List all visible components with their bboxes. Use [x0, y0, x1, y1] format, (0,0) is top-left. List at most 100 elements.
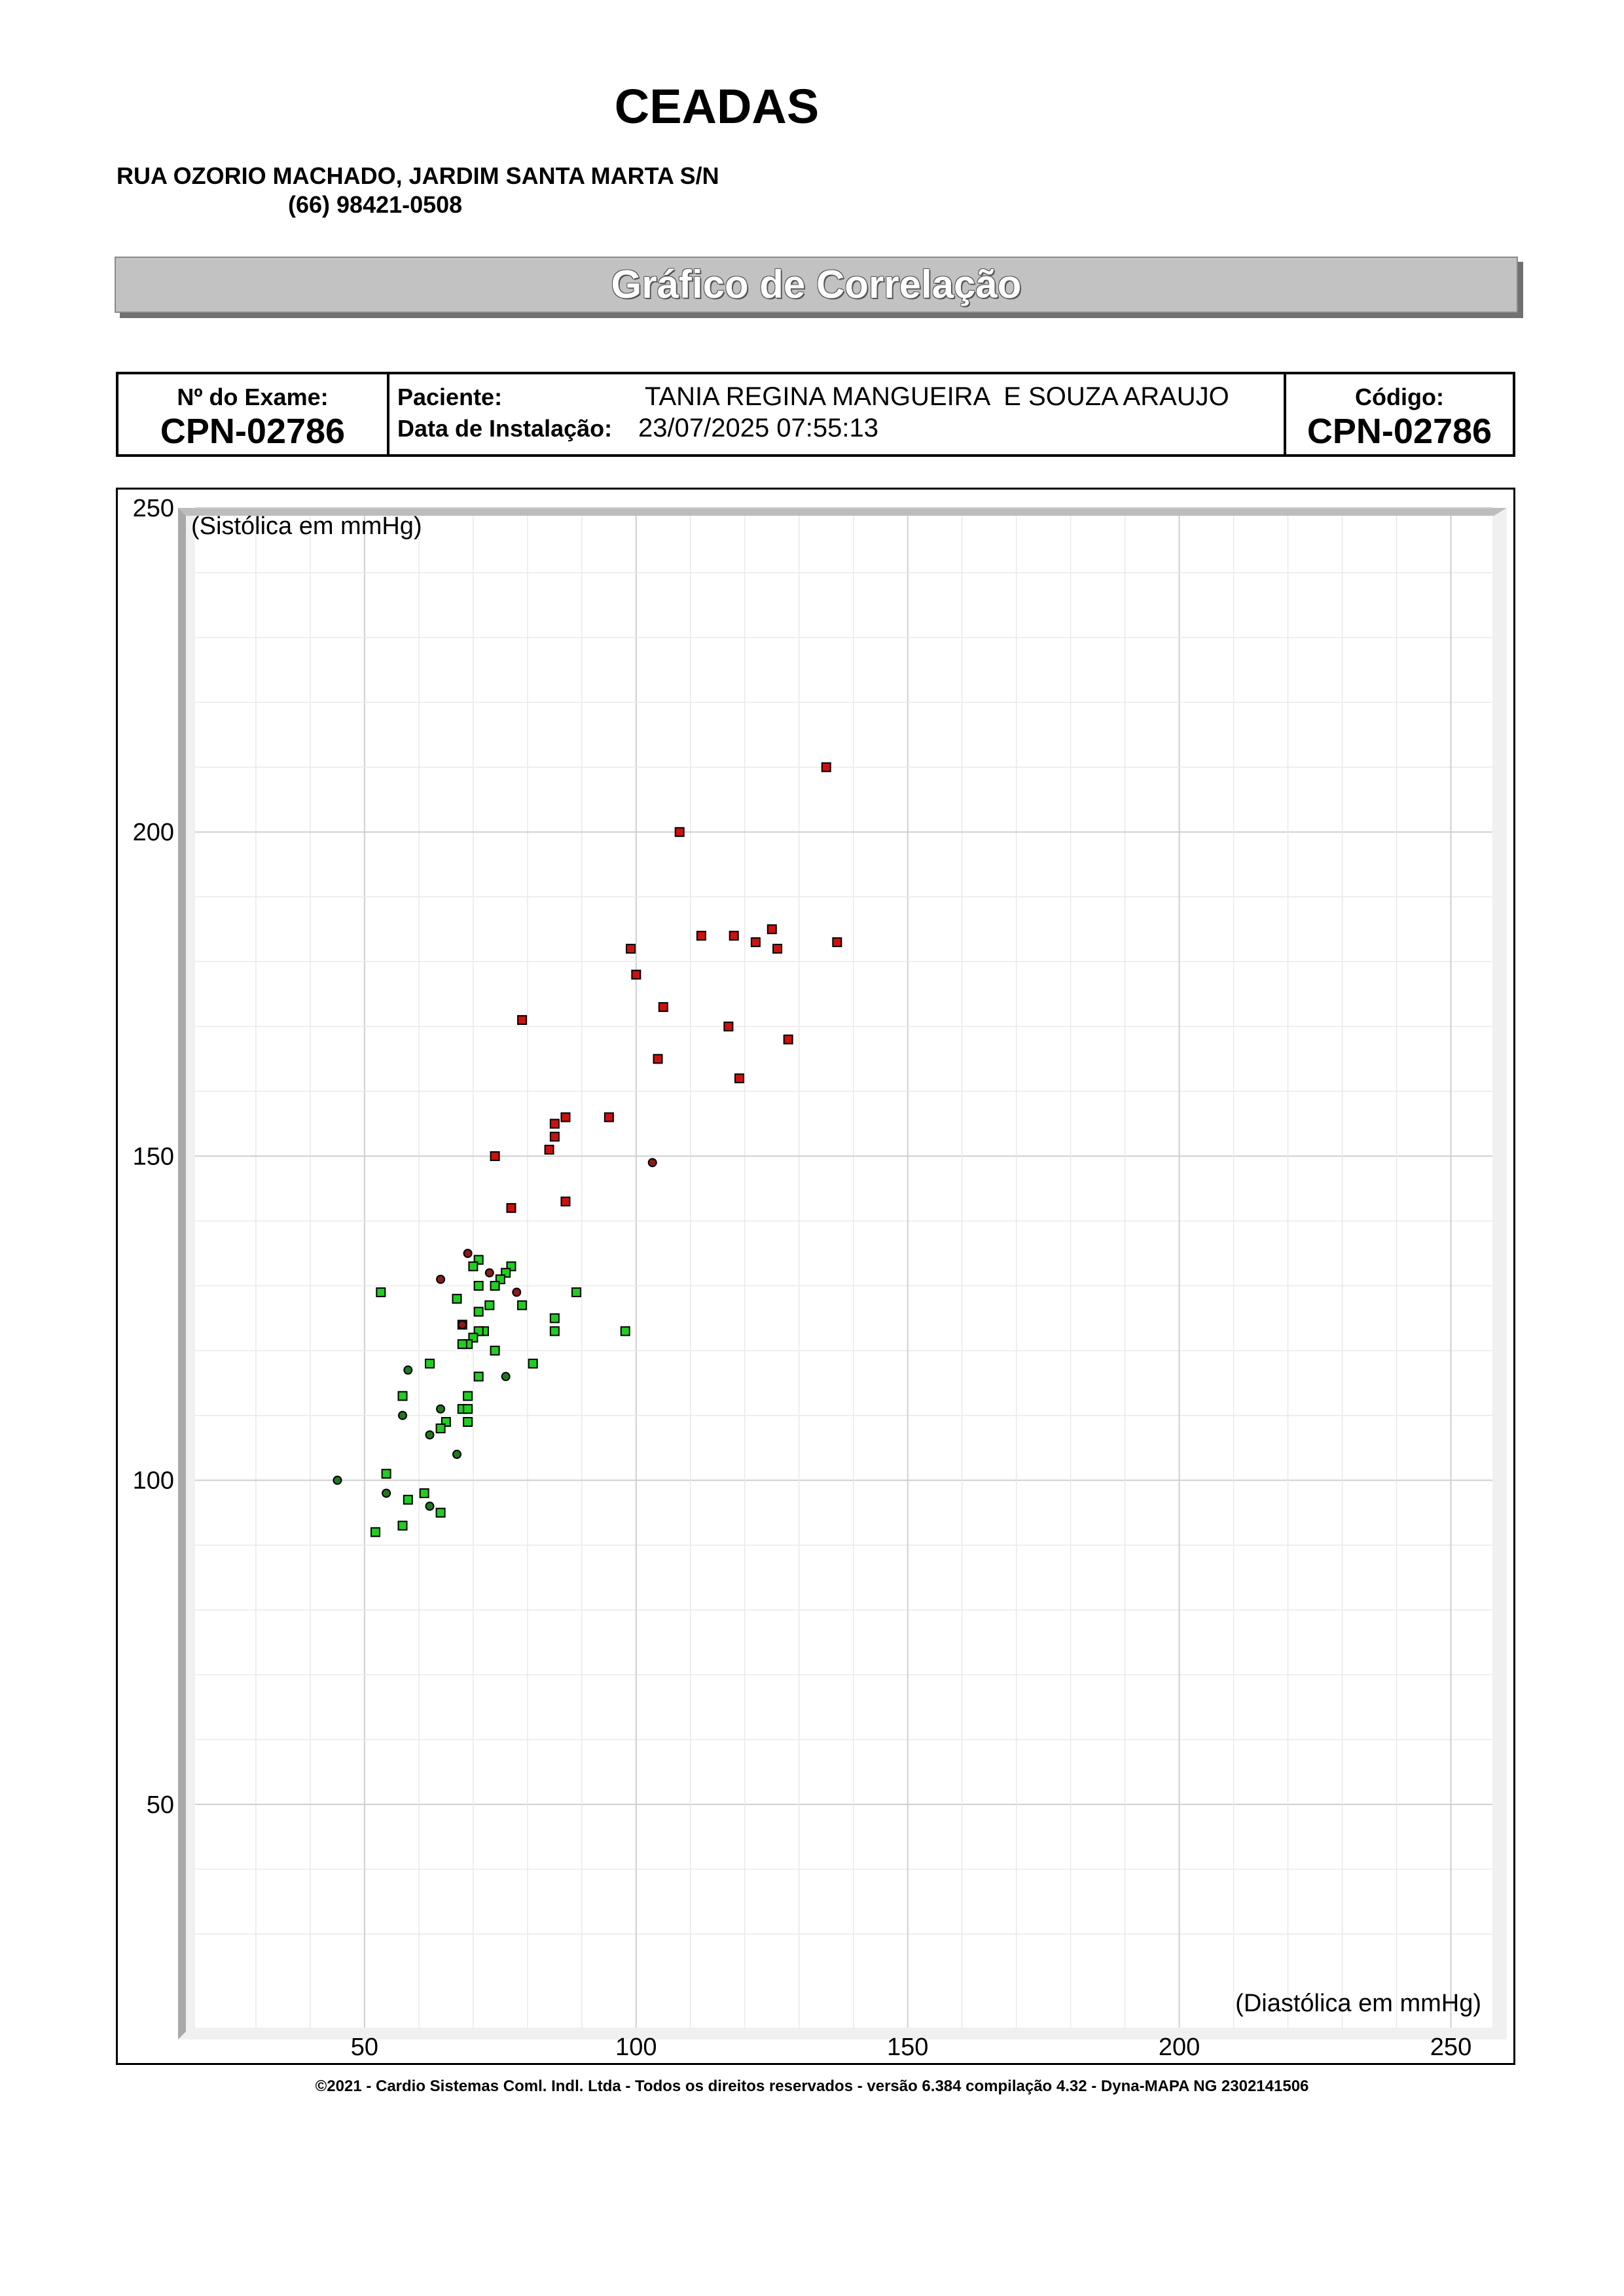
data-point-square: [653, 1054, 663, 1064]
data-point-square: [463, 1417, 473, 1427]
data-point-square: [560, 1112, 571, 1122]
y-tick-label: 150: [133, 1143, 174, 1170]
data-point-square: [473, 1306, 484, 1317]
data-point-square: [658, 1002, 668, 1013]
data-point-square: [631, 969, 641, 980]
patient-name: TANIA REGINA MANGUEIRA E SOUZA ARAUJO: [645, 382, 1229, 411]
report-title: Gráfico de Correlação: [611, 262, 1022, 306]
code-cell: Código: CPN-02786: [1286, 374, 1513, 454]
data-point-square: [457, 1339, 467, 1350]
y-axis-label: (Sistólica em mmHg): [191, 512, 422, 540]
exam-number-cell: Nº do Exame: CPN-02786: [118, 374, 389, 454]
data-point-square: [734, 1073, 744, 1084]
install-date-value: 23/07/2025 07:55:13: [638, 414, 879, 442]
data-point-square: [452, 1293, 462, 1304]
y-tick-label: 200: [133, 819, 174, 846]
data-points: [333, 762, 842, 1537]
clinic-phone: (66) 98421-0508: [288, 191, 463, 218]
data-point-circle: [647, 1158, 657, 1168]
data-point-square: [435, 1507, 446, 1518]
x-tick-label: 150: [887, 2034, 928, 2061]
x-tick-label: 250: [1430, 2034, 1471, 2061]
x-tick-label: 100: [615, 2034, 657, 2061]
data-point-square: [435, 1423, 446, 1433]
data-point-circle: [436, 1404, 446, 1414]
data-point-square: [463, 1391, 473, 1401]
x-tick-label: 200: [1159, 2034, 1200, 2061]
y-tick-label: 50: [147, 1791, 174, 1819]
data-point-square: [723, 1021, 734, 1031]
data-point-square: [506, 1203, 516, 1213]
data-point-square: [484, 1300, 495, 1310]
axis-ticks: 50 100 150 200 250 50 100 150 200 250: [133, 495, 1472, 2061]
data-point-square: [397, 1391, 408, 1401]
data-point-square: [517, 1014, 528, 1025]
data-point-square: [517, 1300, 528, 1310]
data-point-circle: [333, 1475, 342, 1485]
data-point-square: [490, 1151, 500, 1161]
data-point-circle: [463, 1249, 473, 1258]
data-point-circle: [458, 1319, 467, 1329]
y-tick-label: 100: [133, 1467, 174, 1495]
data-point-square: [397, 1520, 408, 1531]
exam-header-box: Nº do Exame: CPN-02786 Paciente: TANIA R…: [116, 372, 1515, 457]
data-point-square: [549, 1132, 560, 1142]
patient-cell: Paciente: TANIA REGINA MANGUEIRA E SOUZA…: [389, 374, 1286, 454]
footer-copyright: ©2021 - Cardio Sistemas Coml. Indl. Ltda…: [315, 2077, 1309, 2095]
data-point-circle: [484, 1268, 494, 1278]
data-point-square: [729, 931, 739, 941]
data-point-square: [696, 931, 706, 941]
data-point-square: [750, 937, 761, 948]
data-point-square: [832, 937, 842, 948]
correlation-chart: 50 100 150 200 250 50 100 150 200 250 (Sistólica …: [133, 495, 1507, 2061]
data-point-square: [419, 1488, 429, 1498]
data-point-square: [376, 1287, 386, 1297]
data-point-circle: [512, 1287, 522, 1297]
patient-label: Paciente:: [397, 384, 503, 410]
data-point-circle: [452, 1450, 461, 1460]
clinic-address: RUA OZORIO MACHADO, JARDIM SANTA MARTA S…: [117, 162, 719, 189]
data-point-square: [490, 1281, 500, 1291]
data-point-square: [403, 1494, 413, 1505]
data-point-square: [549, 1313, 560, 1323]
data-point-circle: [403, 1365, 413, 1375]
data-point-square: [821, 762, 831, 772]
data-point-square: [560, 1196, 571, 1207]
data-point-square: [528, 1358, 538, 1369]
data-point-square: [767, 924, 777, 935]
data-point-square: [473, 1371, 484, 1382]
data-point-square: [468, 1261, 478, 1272]
data-point-circle: [425, 1501, 435, 1511]
y-tick-label: 250: [133, 495, 174, 522]
data-point-square: [490, 1346, 500, 1356]
exam-number-value: CPN-02786: [160, 412, 346, 451]
correlation-chart-frame: 50 100 150 200 250 50 100 150 200 250 (Sistólica …: [116, 488, 1515, 2065]
code-value: CPN-02786: [1307, 412, 1492, 451]
data-point-square: [626, 943, 636, 954]
data-point-square: [425, 1358, 435, 1369]
data-point-square: [544, 1145, 554, 1155]
data-point-circle: [501, 1372, 511, 1382]
data-point-square: [381, 1469, 391, 1479]
data-point-square: [674, 827, 685, 837]
data-point-square: [549, 1119, 560, 1129]
install-date-label: Data de Instalação:: [397, 415, 613, 442]
data-point-square: [463, 1404, 473, 1414]
data-point-square: [783, 1034, 793, 1045]
data-point-square: [370, 1527, 381, 1537]
data-point-square: [772, 943, 783, 954]
report-title-bar: Gráfico de Correlação: [115, 257, 1518, 313]
data-point-circle: [382, 1488, 391, 1498]
clinic-name: CEADAS: [614, 79, 820, 134]
data-point-square: [604, 1112, 614, 1122]
data-point-square: [473, 1281, 484, 1291]
data-point-square: [620, 1326, 630, 1336]
data-point-circle: [436, 1274, 446, 1284]
data-point-square: [549, 1326, 560, 1336]
x-axis-label: (Diastólica em mmHg): [1235, 1990, 1481, 2017]
exam-number-label: Nº do Exame:: [177, 384, 329, 410]
data-point-circle: [425, 1430, 435, 1440]
data-point-circle: [398, 1410, 408, 1420]
data-point-square: [571, 1287, 582, 1297]
code-label: Código:: [1355, 384, 1444, 410]
